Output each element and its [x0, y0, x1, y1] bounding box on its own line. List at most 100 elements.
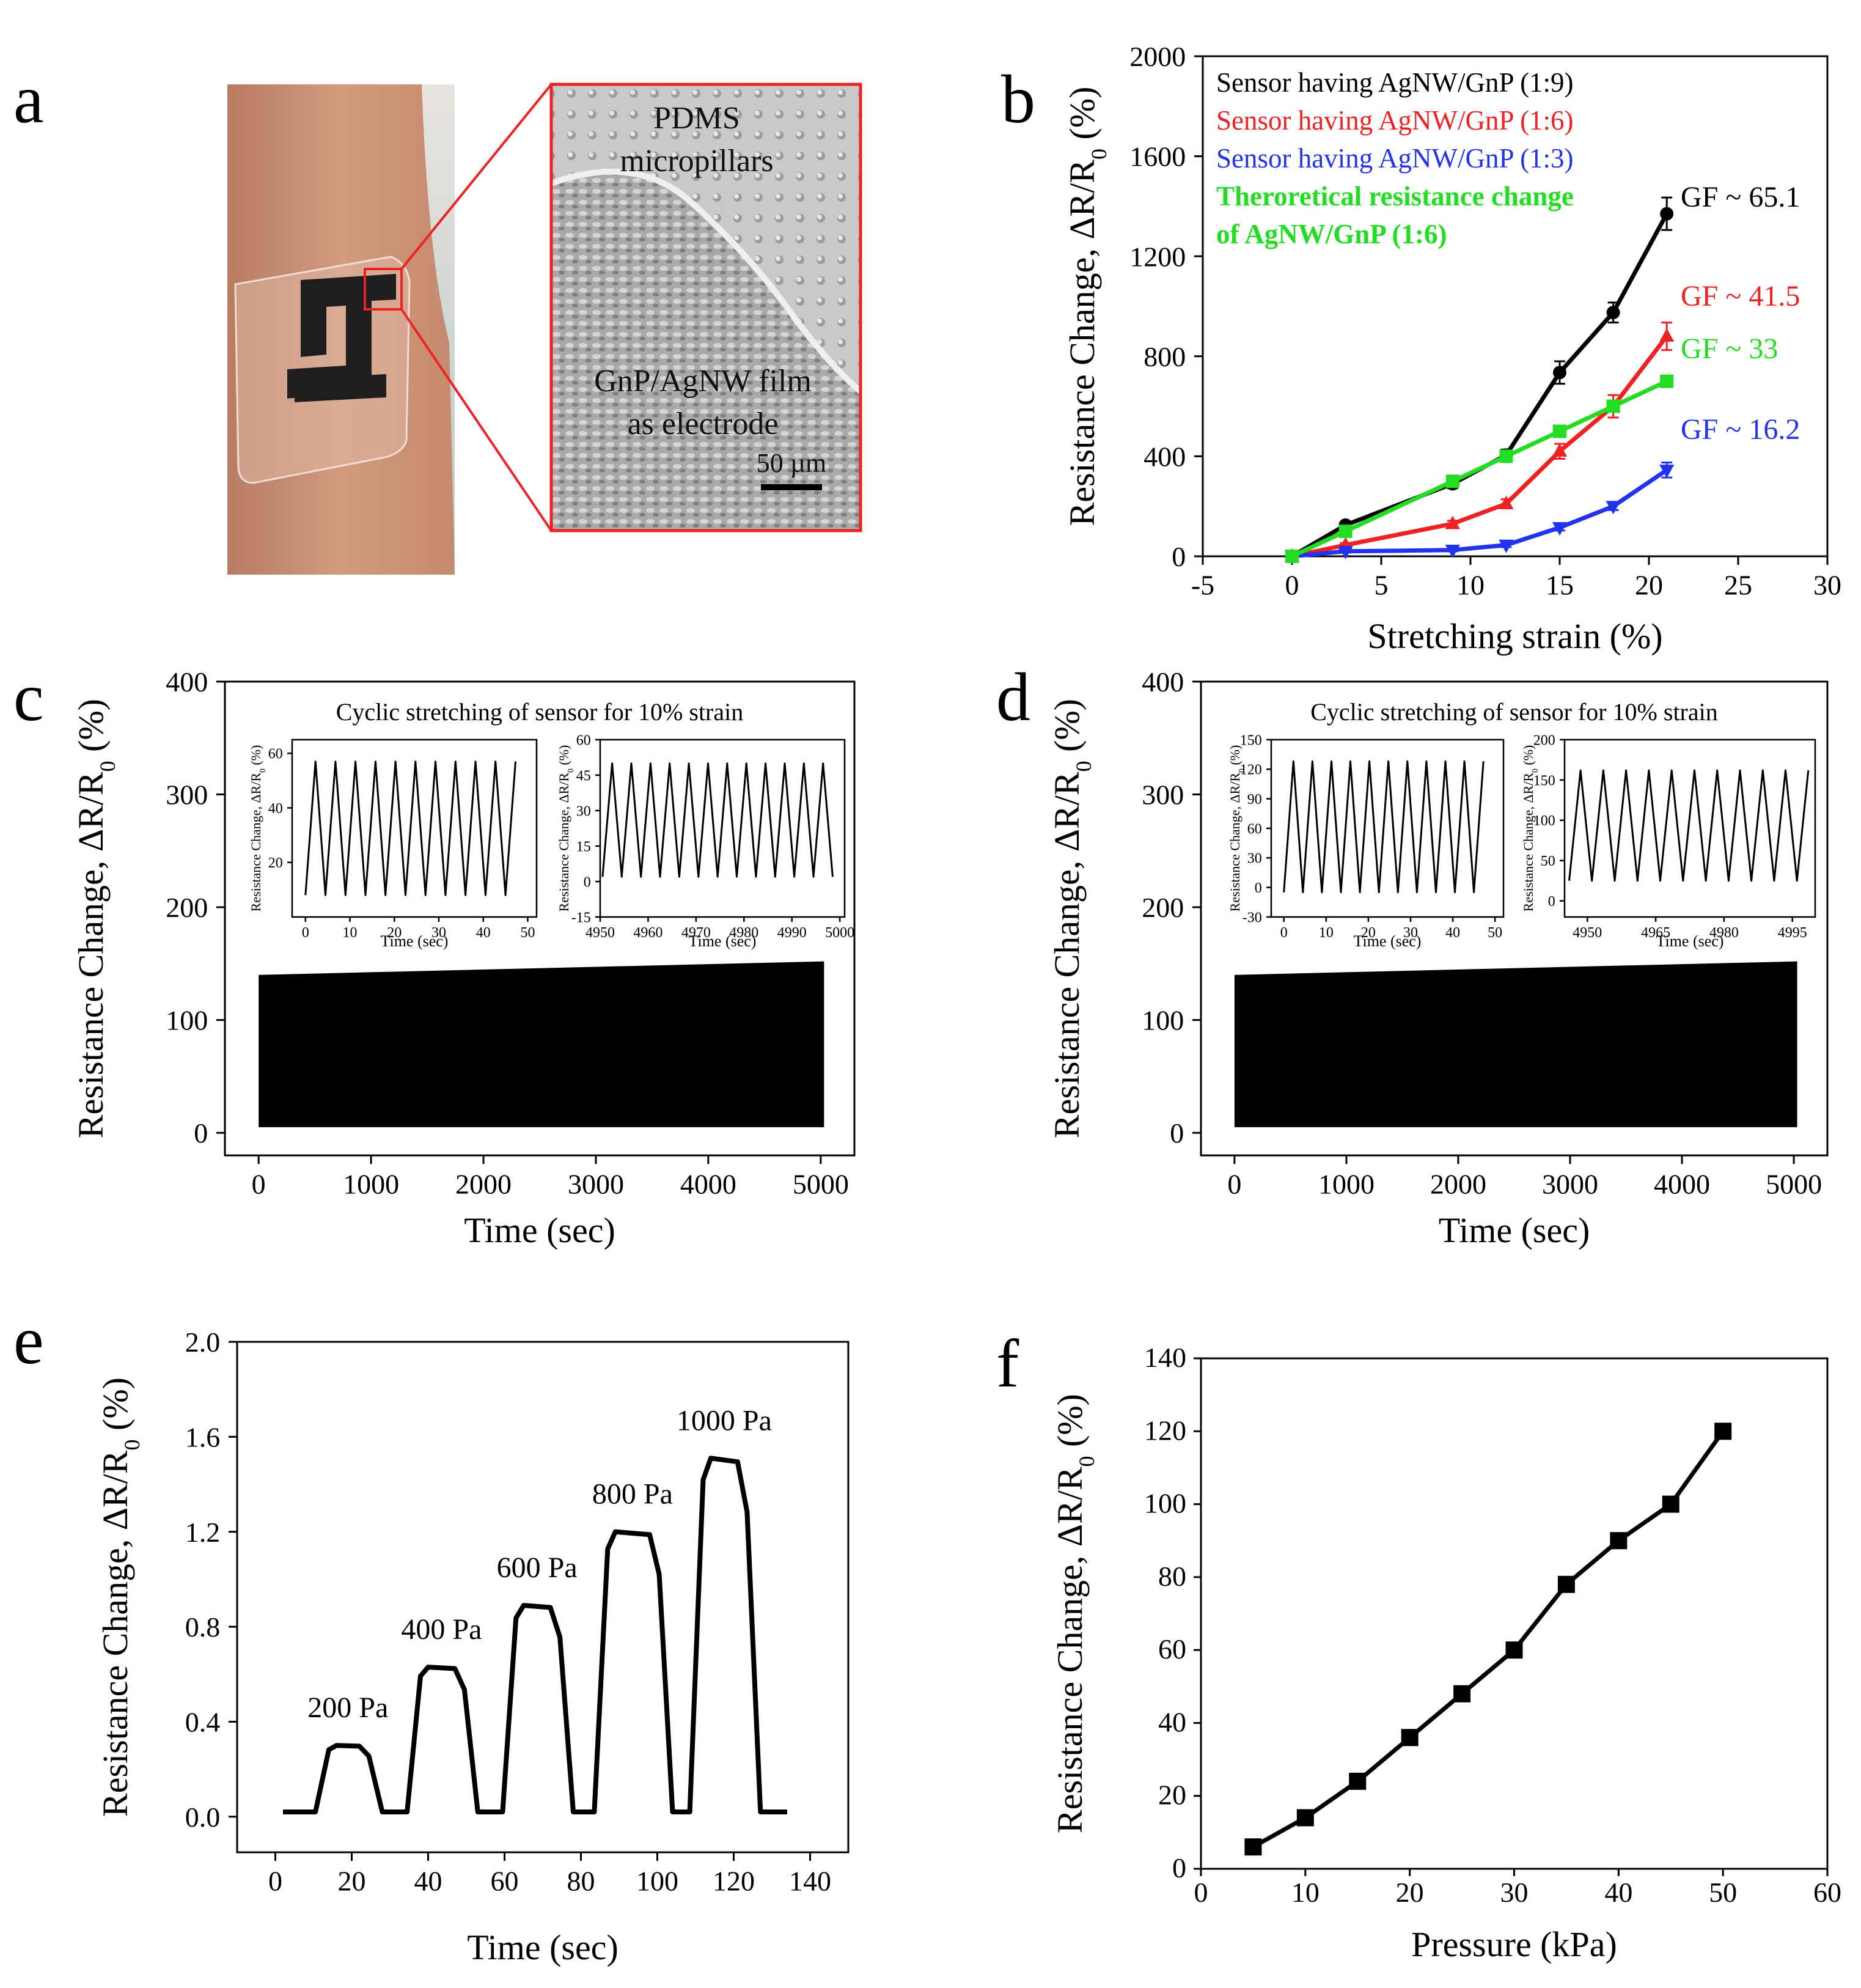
d-inset1-plot-frame — [1563, 738, 1816, 918]
sem-film-region — [551, 171, 861, 531]
d-inset1-ytick-label-3: 150 — [1533, 773, 1555, 789]
b-xtick-label-5: 20 — [1635, 569, 1663, 600]
e-xtick-label-5: 100 — [636, 1865, 678, 1896]
c-inset0-xtick-label-1: 10 — [343, 925, 358, 941]
f-series-line — [1252, 1430, 1725, 1849]
f-point-1 — [1296, 1809, 1314, 1827]
f-ytick-label-7: 140 — [1144, 1342, 1186, 1373]
b-point-1-4 — [1552, 443, 1568, 457]
d-inset0-xtick-label-4: 40 — [1445, 925, 1460, 941]
d-inset0-ytick-label-3: 60 — [1247, 821, 1262, 837]
b-point-3-1 — [1338, 525, 1353, 539]
c-xtick-label-3: 3000 — [568, 1168, 624, 1199]
c-inset0-xtick-label-4: 40 — [476, 925, 491, 941]
panel-letter-b: b — [1001, 62, 1035, 138]
e-xtick-label-1: 20 — [338, 1865, 366, 1896]
c-xtick-label-5: 5000 — [793, 1168, 849, 1199]
d-ytick-label-3: 300 — [1142, 779, 1184, 811]
d-inset1-xtick-label-3: 4995 — [1778, 925, 1807, 941]
c-inset0-ytick-label-2: 60 — [268, 746, 283, 762]
d-inset1-ytick-label-0: 0 — [1548, 894, 1555, 910]
f-point-9 — [1714, 1423, 1732, 1440]
zoom-box — [364, 268, 403, 311]
d-xtick-label-2: 2000 — [1430, 1168, 1486, 1199]
label-pdms: PDMS — [653, 101, 740, 136]
d-inset0-xtick-label-2: 20 — [1361, 925, 1376, 941]
f-point-0 — [1244, 1838, 1262, 1856]
d-inset0-xtick-label-5: 50 — [1488, 925, 1502, 941]
f-point-4 — [1453, 1685, 1471, 1703]
c-inset1-ytick-label-4: 45 — [576, 768, 591, 784]
b-gf-label-3: GF ~ 33 — [1681, 333, 1778, 365]
panel-letter-d: d — [996, 660, 1030, 735]
sem-image: PDMS micropillars GnP/AgNW film as elect… — [549, 83, 863, 532]
panel-a: a — [13, 62, 863, 575]
b-point-1-6 — [1659, 328, 1675, 342]
b-gf-label-0: GF ~ 65.1 — [1681, 181, 1800, 213]
c-inset1-xtick-label-4: 4990 — [777, 925, 807, 941]
f-xtick-label-3: 30 — [1500, 1877, 1529, 1908]
legend-entry-theoretical-2: of AgNW/GnP (1:6) — [1216, 219, 1447, 249]
panel-letter-e: e — [13, 1303, 44, 1379]
b-xtick-label-4: 15 — [1546, 569, 1574, 600]
b-gf-label-2: GF ~ 16.2 — [1681, 413, 1800, 446]
c-inset0-xtick-label-0: 0 — [302, 925, 309, 941]
e-xtick-label-6: 120 — [713, 1865, 755, 1896]
f-point-3 — [1401, 1729, 1419, 1747]
c-inset1-ytick-label-0: -15 — [571, 910, 591, 926]
e-xtick-label-0: 0 — [268, 1865, 282, 1896]
c-inset0-trace — [304, 760, 516, 896]
b-ytick-label-4: 1600 — [1129, 141, 1186, 172]
d-xtick-label-3: 3000 — [1542, 1168, 1598, 1199]
c-inset0-xlabel: Time (sec) — [381, 932, 449, 950]
d-inset0-trace — [1283, 760, 1485, 894]
b-ytick-label-2: 800 — [1143, 341, 1186, 372]
e-pulse-label-1: 400 Pa — [401, 1613, 482, 1646]
b-point-3-2 — [1445, 474, 1459, 488]
c-plot-frame — [224, 680, 856, 1157]
d-ytick-label-4: 400 — [1142, 666, 1184, 698]
d-xlabel: Time (sec) — [1439, 1210, 1590, 1250]
d-ytick-label-2: 200 — [1142, 892, 1184, 923]
scale-bar — [761, 484, 822, 490]
c-inset1-xtick-label-3: 4980 — [729, 925, 758, 941]
c-inset1-xtick-label-0: 4950 — [585, 925, 615, 941]
label-micropillars: micropillars — [620, 144, 773, 179]
d-ylabel: Resistance Change, ΔR/R0 (%) — [1047, 699, 1096, 1138]
b-point-2-2 — [1445, 544, 1460, 558]
f-xtick-label-1: 10 — [1291, 1877, 1320, 1908]
d-inset1-xtick-label-1: 4965 — [1641, 925, 1670, 941]
legend-entry-1-6: Sensor having AgNW/GnP (1:6) — [1216, 105, 1574, 136]
b-point-3-0 — [1285, 550, 1299, 563]
c-inset1-ytick-label-3: 30 — [576, 803, 591, 819]
d-inset0-ytick-label-5: 120 — [1240, 762, 1262, 778]
c-inset1-ytick-label-5: 60 — [576, 732, 591, 748]
b-point-3-4 — [1553, 424, 1566, 438]
d-inset0-xtick-label-0: 0 — [1280, 925, 1288, 941]
c-xtick-label-1: 1000 — [343, 1168, 399, 1199]
e-xtick-label-3: 60 — [491, 1865, 519, 1896]
e-plot-frame — [236, 1341, 850, 1854]
d-inset1-ytick-label-1: 50 — [1541, 853, 1555, 869]
f-point-5 — [1505, 1641, 1523, 1659]
c-xtick-label-4: 4000 — [680, 1168, 736, 1199]
d-inset-title: Cyclic stretching of sensor for 10% stra… — [1310, 698, 1718, 726]
d-inset0-xtick-label-1: 10 — [1319, 925, 1334, 941]
legend-entry-1-3: Sensor having AgNW/GnP (1:3) — [1216, 143, 1574, 174]
c-inset1-trace — [601, 762, 834, 878]
f-ylabel: Resistance Change, ΔR/R0 (%) — [1050, 1394, 1099, 1833]
b-ytick-label-1: 400 — [1143, 441, 1186, 473]
d-inset0-ytick-label-1: 0 — [1255, 880, 1262, 896]
b-ytick-label-3: 1200 — [1129, 241, 1186, 272]
f-xtick-label-2: 20 — [1396, 1877, 1424, 1908]
c-inset-title: Cyclic stretching of sensor for 10% stra… — [336, 698, 744, 726]
c-xtick-label-2: 2000 — [455, 1168, 512, 1199]
c-inset1-ytick-label-1: 0 — [584, 874, 591, 890]
b-ytick-label-5: 2000 — [1129, 41, 1186, 72]
d-inset0-xlabel: Time (sec) — [1354, 932, 1422, 950]
c-ytick-label-0: 0 — [194, 1117, 208, 1149]
d-xtick-label-5: 5000 — [1766, 1168, 1822, 1199]
c-inset1-plot-frame — [599, 738, 846, 918]
d-inset0-ytick-label-0: -30 — [1243, 910, 1262, 926]
c-inset1-ytick-label-2: 15 — [576, 839, 591, 855]
